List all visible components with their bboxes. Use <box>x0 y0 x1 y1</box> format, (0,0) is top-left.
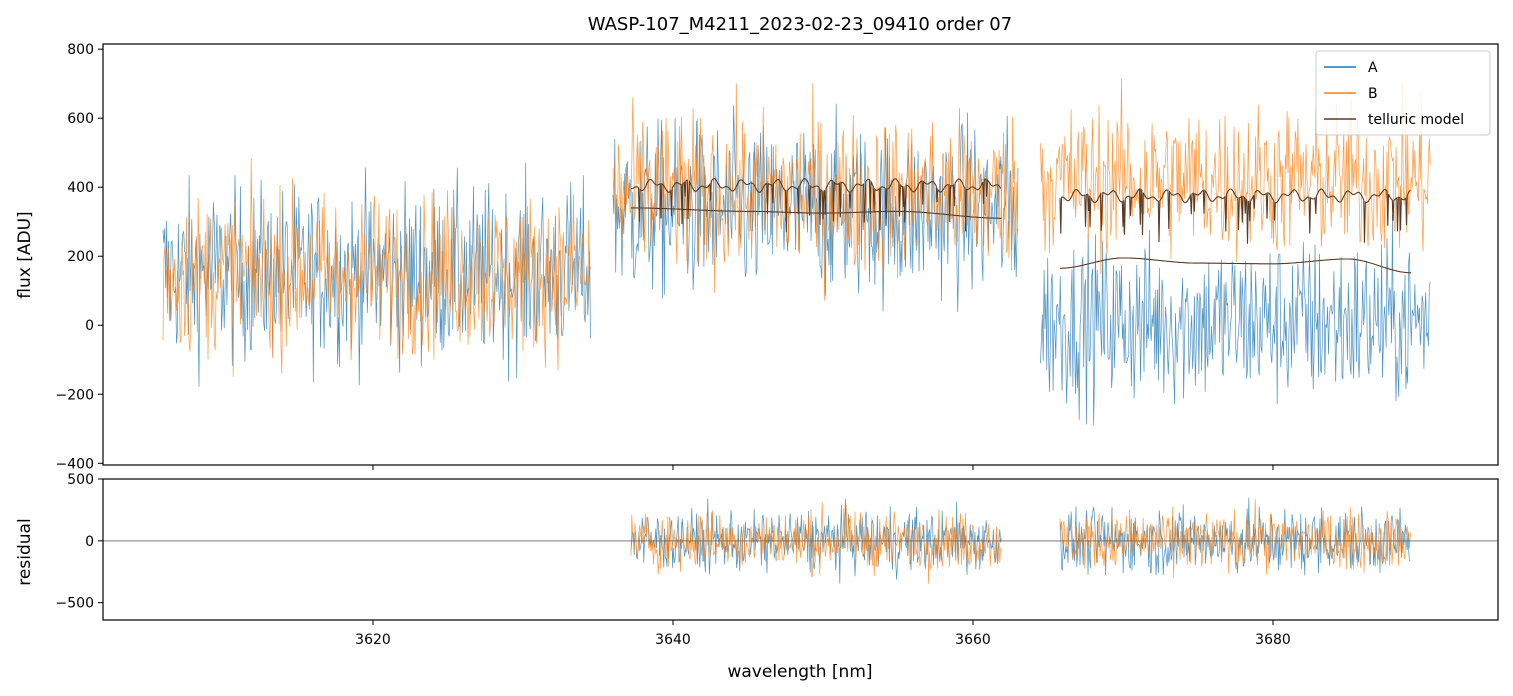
flux-y-tick-label: 200 <box>67 249 94 265</box>
series-a-line <box>1040 214 1431 425</box>
flux-plot-area <box>162 78 1431 425</box>
telluric-continuum-line <box>631 207 1002 219</box>
residual-x-ticks: 3620 3640 3660 3680 <box>355 620 1291 648</box>
flux-y-tick-label: −400 <box>56 456 94 472</box>
flux-x-ticks <box>372 465 1274 470</box>
legend-label-telluric: telluric model <box>1368 112 1464 128</box>
flux-y-tick-label: 400 <box>67 180 94 196</box>
chart-title: WASP-107_M4211_2023-02-23_09410 order 07 <box>588 14 1012 35</box>
residual-y-label: residual <box>15 518 35 585</box>
residual-x-tick-label: 3660 <box>955 632 991 648</box>
flux-y-tick-label: −200 <box>56 387 94 403</box>
residual-y-tick-label: 0 <box>85 534 94 550</box>
telluric-model-line <box>1059 187 1411 244</box>
series-a-line <box>612 103 1019 312</box>
residual-panel-frame <box>102 478 1499 621</box>
residual-x-tick-label: 3640 <box>655 632 691 648</box>
flux-y-tick-label: 0 <box>85 318 94 334</box>
residual-x-tick-label: 3680 <box>1255 632 1291 648</box>
residual-y-ticks: −500 0 500 <box>56 472 103 612</box>
flux-panel-frame <box>102 43 1499 466</box>
flux-y-tick-label: 800 <box>67 42 94 58</box>
residual-y-tick-label: −500 <box>56 596 94 612</box>
legend-box <box>1315 50 1491 136</box>
residual-x-tick-label: 3620 <box>355 632 391 648</box>
residual-b-line <box>630 501 1002 584</box>
residual-y-tick-label: 500 <box>67 472 94 488</box>
legend-label-a: A <box>1368 60 1378 76</box>
flux-y-tick-label: 600 <box>67 111 94 127</box>
legend-label-b: B <box>1368 86 1378 102</box>
flux-y-ticks: −400 −200 0 200 400 600 800 <box>56 42 103 472</box>
flux-y-label: flux [ADU] <box>15 211 35 298</box>
residual-plot-area <box>103 497 1498 584</box>
telluric-model-line <box>630 178 1002 233</box>
telluric-continuum-line <box>1060 257 1411 274</box>
residual-panel: −500 0 500 3620 3640 3660 3680 residual wavel… <box>15 472 1499 682</box>
x-axis-label: wavelength [nm] <box>727 662 872 682</box>
residual-b-line <box>1059 498 1411 578</box>
series-b-line <box>162 158 591 377</box>
flux-panel: −400 −200 0 200 400 600 800 flux [ADU] A B tel… <box>15 42 1499 472</box>
legend: A B telluric model <box>1315 50 1491 136</box>
